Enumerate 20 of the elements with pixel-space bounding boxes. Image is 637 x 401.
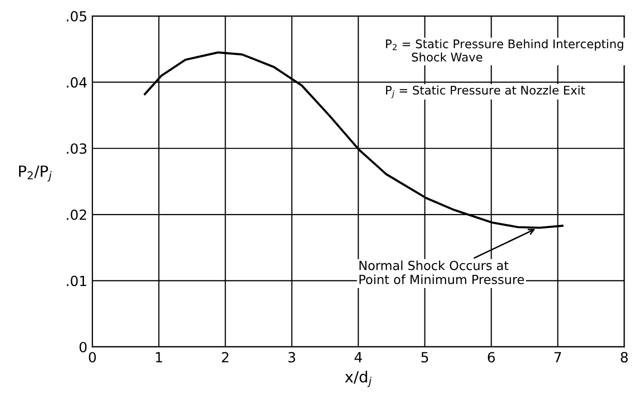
y-axis-title: P$_{2}$/P$_{j}$ [19, 166, 52, 182]
y-tick-label: .02 [66, 210, 86, 220]
x-tick-label: 8 [620, 352, 628, 362]
x-tick-label: 1 [156, 352, 162, 362]
y-tick-label: .03 [66, 143, 86, 154]
x-tick-label: 3 [288, 352, 296, 362]
x-tick-label: 5 [421, 352, 428, 362]
x-tick-label: 2 [222, 352, 228, 362]
y-tick-label: .05 [66, 11, 86, 22]
y-tick-label: 0 [80, 342, 87, 352]
annotation: P$_{2}$ = Static Pressure Behind Intercepting Shock Wave [386, 39, 624, 62]
y-tick-label: .04 [66, 77, 87, 88]
annotation: Normal Shock Occurs at Point of Minimum Pressure [360, 260, 524, 284]
x-tick-label: 4 [354, 352, 362, 362]
y-tick-label: .01 [66, 276, 86, 286]
annotation: P$_{j}$ = Static Pressure at Nozzle Exit [386, 86, 585, 98]
x-axis-title: x/d$_{j}$ [345, 370, 372, 388]
x-tick-label: 6 [488, 352, 495, 362]
x-tick-label: 7 [554, 352, 562, 362]
x-tick-label: 0 [88, 352, 96, 362]
